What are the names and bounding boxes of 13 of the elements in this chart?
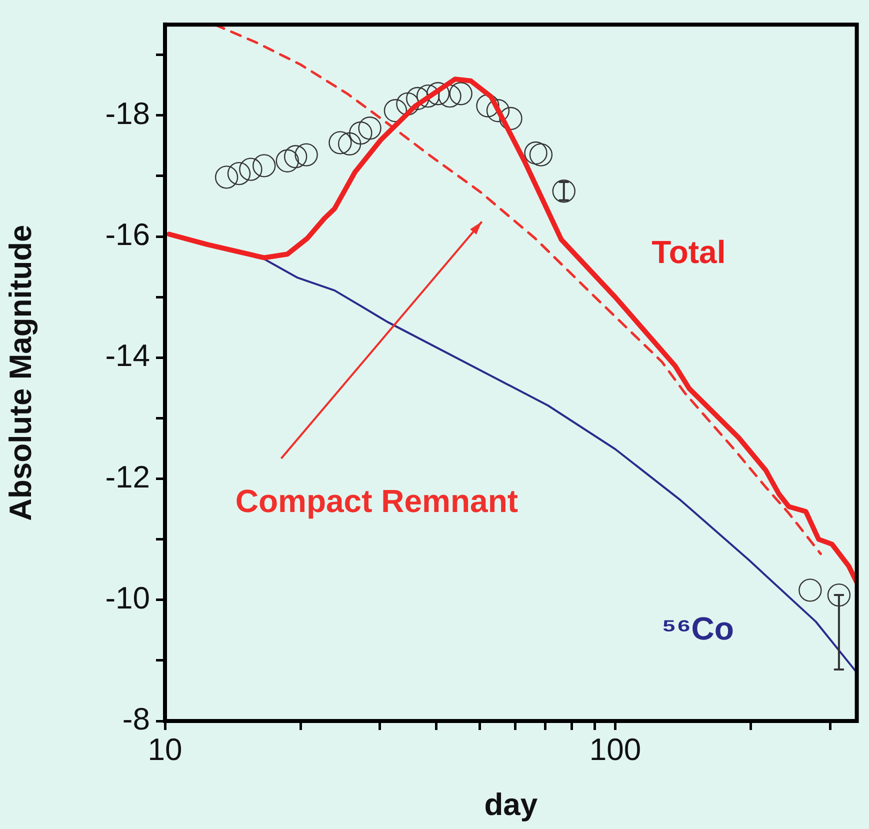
y-tick-label: -12 <box>105 459 150 494</box>
y-axis-title: Absolute Magnitude <box>3 224 38 521</box>
x-tick-label: 10 <box>148 732 182 768</box>
y-tick-label: -14 <box>105 338 150 374</box>
y-tick-label: -16 <box>105 217 150 252</box>
series-label: ⁵⁶Co <box>661 610 734 646</box>
x-tick-label: 100 <box>589 732 642 768</box>
series-label: Total <box>652 234 726 270</box>
y-tick-label: -10 <box>105 580 150 616</box>
y-tick-label: -8 <box>122 702 150 737</box>
text: Compact Remnant <box>235 482 518 519</box>
x-axis-title: day <box>484 786 538 822</box>
y-tick-label: -18 <box>105 96 150 131</box>
